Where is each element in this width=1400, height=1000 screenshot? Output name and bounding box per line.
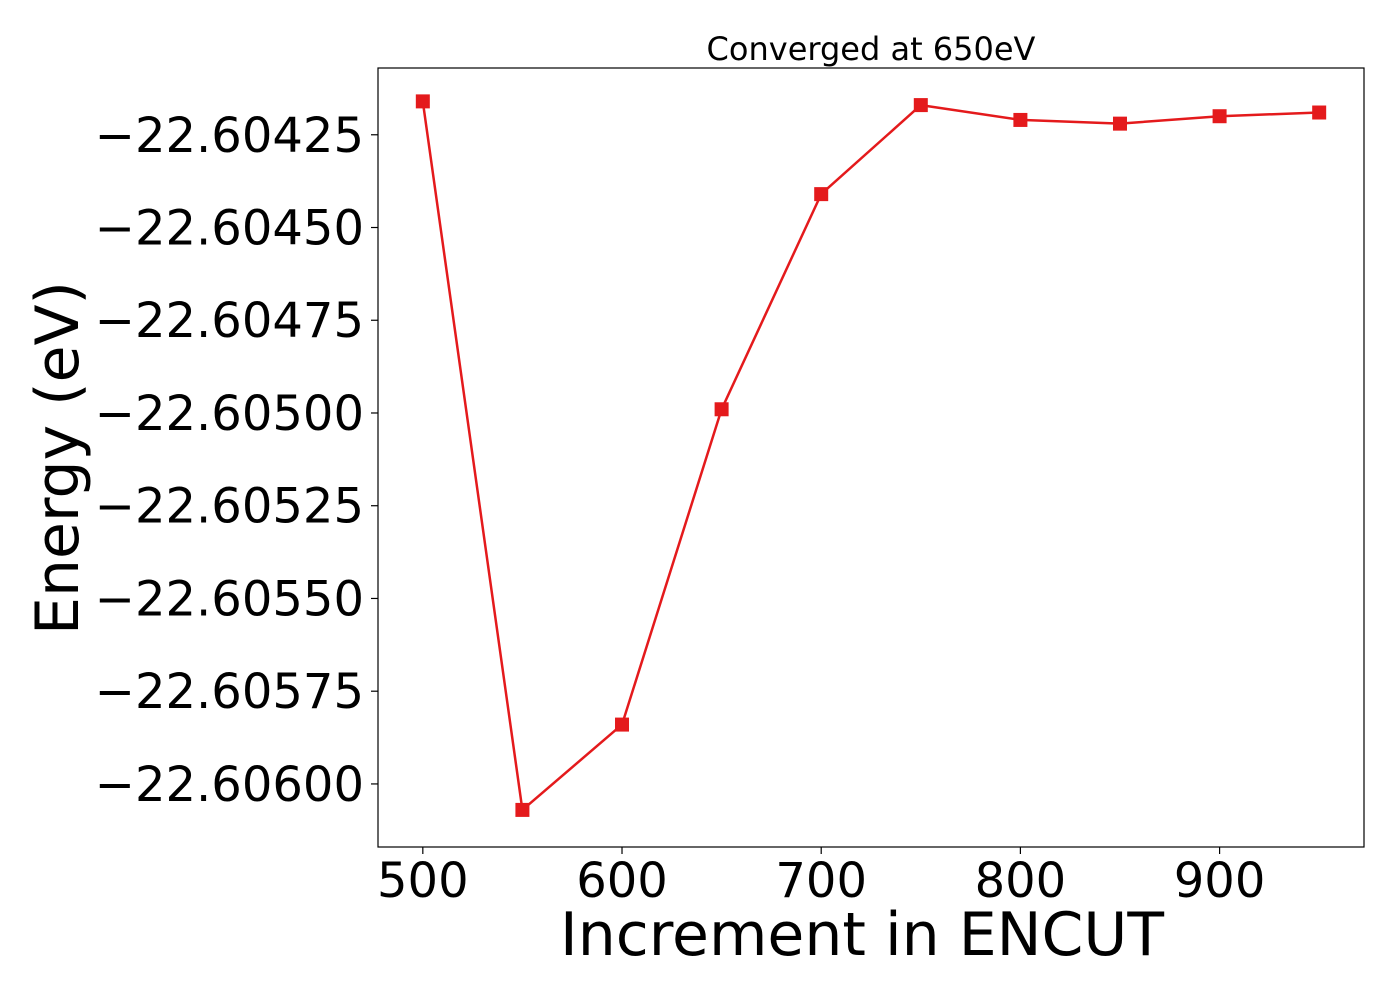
y-tick-label: −22.60450	[95, 201, 364, 257]
data-point-marker	[1212, 109, 1227, 124]
series-line	[421, 101, 1320, 812]
data-point-marker	[1013, 112, 1028, 127]
y-tick-label: −22.60550	[95, 571, 364, 627]
y-tick-label: −22.60600	[95, 757, 364, 813]
data-point-marker	[1312, 105, 1327, 120]
x-tick-label: 800	[975, 853, 1067, 909]
chart-title: Converged at 650eV	[707, 30, 1036, 68]
x-tick-label: 900	[1174, 853, 1266, 909]
data-point-marker	[1112, 116, 1127, 131]
x-tick-label: 500	[377, 853, 469, 909]
y-tick-label: −22.60575	[95, 664, 364, 720]
data-point-marker	[415, 94, 430, 109]
data-point-marker	[814, 187, 829, 202]
data-point-marker	[615, 717, 630, 732]
data-point-marker	[515, 802, 530, 817]
y-tick-label: −22.60425	[95, 108, 364, 164]
series-layer	[415, 94, 1327, 817]
x-axis-title: Increment in ENCUT	[560, 900, 1164, 970]
data-point-marker	[714, 402, 729, 417]
plot-frame	[377, 67, 1365, 848]
x-tick-label: 700	[775, 853, 867, 909]
y-tick-label: −22.60475	[95, 293, 364, 349]
y-axis-title: Energy (eV)	[23, 281, 93, 635]
y-axis-ticks: −22.60425 −22.60450 −22.60475 −22.60500 −22.…	[95, 108, 378, 813]
plot-area	[377, 67, 1365, 848]
x-axis-ticks: 500 600 700 800 900	[377, 847, 1265, 909]
x-tick-label: 600	[576, 853, 668, 909]
y-tick-label: −22.60525	[95, 479, 364, 535]
y-tick-label: −22.60500	[95, 386, 364, 442]
data-point-marker	[913, 98, 928, 113]
